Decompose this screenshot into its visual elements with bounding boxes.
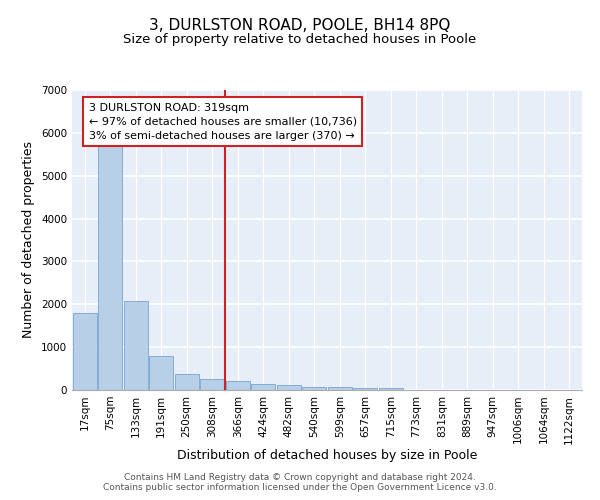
Bar	[328, 388, 352, 390]
Bar	[98, 144, 122, 390]
Bar	[251, 384, 275, 390]
Bar	[124, 301, 148, 390]
Bar	[226, 381, 250, 390]
Text: 3 DURLSTON ROAD: 319sqm
← 97% of detached houses are smaller (10,736)
3% of semi: 3 DURLSTON ROAD: 319sqm ← 97% of detache…	[89, 103, 356, 141]
Bar	[302, 387, 326, 390]
Y-axis label: Number of detached properties: Number of detached properties	[22, 142, 35, 338]
Bar	[200, 380, 224, 390]
Bar	[175, 374, 199, 390]
Bar	[353, 388, 377, 390]
Bar	[277, 386, 301, 390]
Bar	[379, 388, 403, 390]
Bar	[73, 313, 97, 390]
X-axis label: Distribution of detached houses by size in Poole: Distribution of detached houses by size …	[177, 449, 477, 462]
Text: 3, DURLSTON ROAD, POOLE, BH14 8PQ: 3, DURLSTON ROAD, POOLE, BH14 8PQ	[149, 18, 451, 32]
Text: Size of property relative to detached houses in Poole: Size of property relative to detached ho…	[124, 32, 476, 46]
Bar	[149, 356, 173, 390]
Text: Contains HM Land Registry data © Crown copyright and database right 2024.
Contai: Contains HM Land Registry data © Crown c…	[103, 473, 497, 492]
